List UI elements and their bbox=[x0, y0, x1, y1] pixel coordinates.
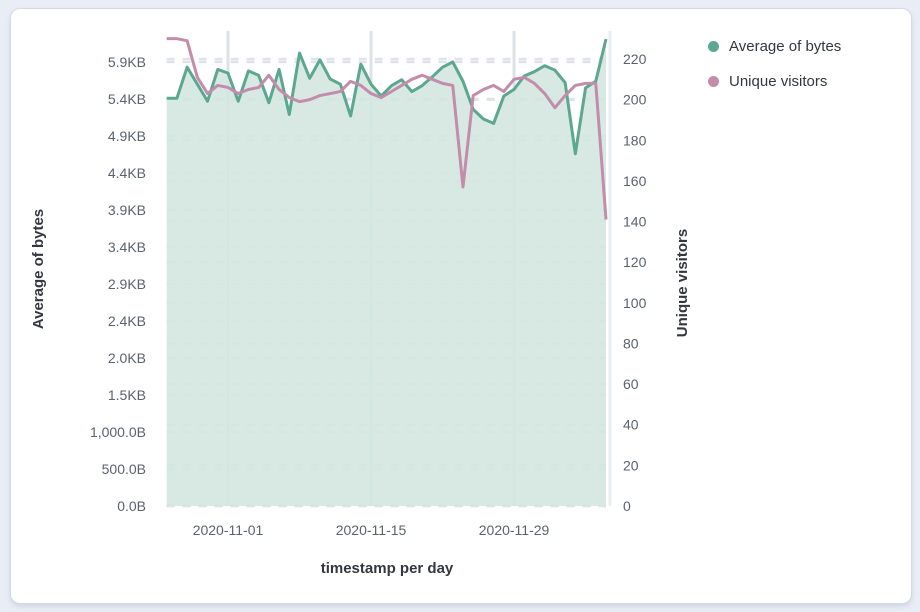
right-axis-tick-label: 0 bbox=[623, 498, 631, 514]
area-average-of-bytes bbox=[166, 39, 606, 506]
right-axis-tick-label: 160 bbox=[623, 173, 647, 189]
chart-canvas[interactable]: 0.0B 500.0B 1,000.0B 1.5KB 2.0KB 2.4KB 2.9KB 3.… bbox=[11, 9, 911, 603]
right-axis-tick-label: 220 bbox=[623, 51, 647, 67]
right-axis-tick-label: 140 bbox=[623, 214, 647, 230]
left-axis-tick-label: 2.9KB bbox=[108, 276, 146, 292]
left-axis-tick-label: 3.9KB bbox=[108, 202, 146, 218]
line-average-of-bytes bbox=[166, 38, 608, 156]
left-axis-tick-label: 3.4KB bbox=[108, 239, 146, 255]
right-axis-tick-label: 40 bbox=[623, 417, 639, 433]
right-axis-tick-label: 20 bbox=[623, 457, 639, 473]
x-axis-tick-label: 2020-11-29 bbox=[479, 522, 550, 538]
x-axis-tick-label: 2020-11-15 bbox=[336, 522, 407, 538]
legend-dot-average-of-bytes-icon bbox=[708, 40, 719, 52]
left-axis-tick-label: 1.5KB bbox=[108, 387, 146, 403]
left-axis-tick-label: 500.0B bbox=[102, 461, 146, 477]
right-axis-tick-label: 200 bbox=[623, 92, 647, 108]
legend-dot-unique-visitors-icon bbox=[708, 75, 719, 87]
chart-card: 0.0B 500.0B 1,000.0B 1.5KB 2.0KB 2.4KB 2.9KB 3.… bbox=[10, 8, 912, 604]
left-axis-title: Average of bytes bbox=[30, 208, 47, 330]
right-axis-title: Unique visitors bbox=[674, 228, 691, 338]
x-axis-tick-label: 2020-11-01 bbox=[193, 522, 264, 538]
right-axis-tick-label: 180 bbox=[623, 132, 647, 148]
right-axis-tick-label: 60 bbox=[623, 376, 639, 392]
right-axis-tick-label: 80 bbox=[623, 335, 639, 351]
right-axis-tick-label: 120 bbox=[623, 254, 647, 270]
left-axis-tick-label: 0.0B bbox=[117, 498, 146, 514]
legend-item-unique-visitors[interactable]: Unique visitors bbox=[708, 69, 841, 93]
left-axis-tick-label: 2.4KB bbox=[108, 313, 146, 329]
legend: Average of bytes Unique visitors bbox=[708, 34, 841, 104]
left-axis-tick-label: 4.4KB bbox=[108, 165, 146, 181]
x-axis-title: timestamp per day bbox=[320, 560, 454, 577]
left-axis-tick-label: 5.9KB bbox=[108, 54, 146, 70]
legend-label-average-of-bytes: Average of bytes bbox=[729, 37, 842, 55]
left-axis-tick-label: 5.4KB bbox=[108, 91, 146, 107]
legend-label-unique-visitors: Unique visitors bbox=[729, 72, 828, 90]
left-axis-tick-label: 1,000.0B bbox=[90, 424, 146, 440]
line-unique-visitors bbox=[166, 37, 608, 220]
left-axis-tick-label: 2.0KB bbox=[108, 350, 146, 366]
legend-item-average-of-bytes[interactable]: Average of bytes bbox=[708, 34, 841, 58]
right-axis-tick-label: 100 bbox=[623, 295, 647, 311]
left-axis-tick-label: 4.9KB bbox=[108, 128, 146, 144]
